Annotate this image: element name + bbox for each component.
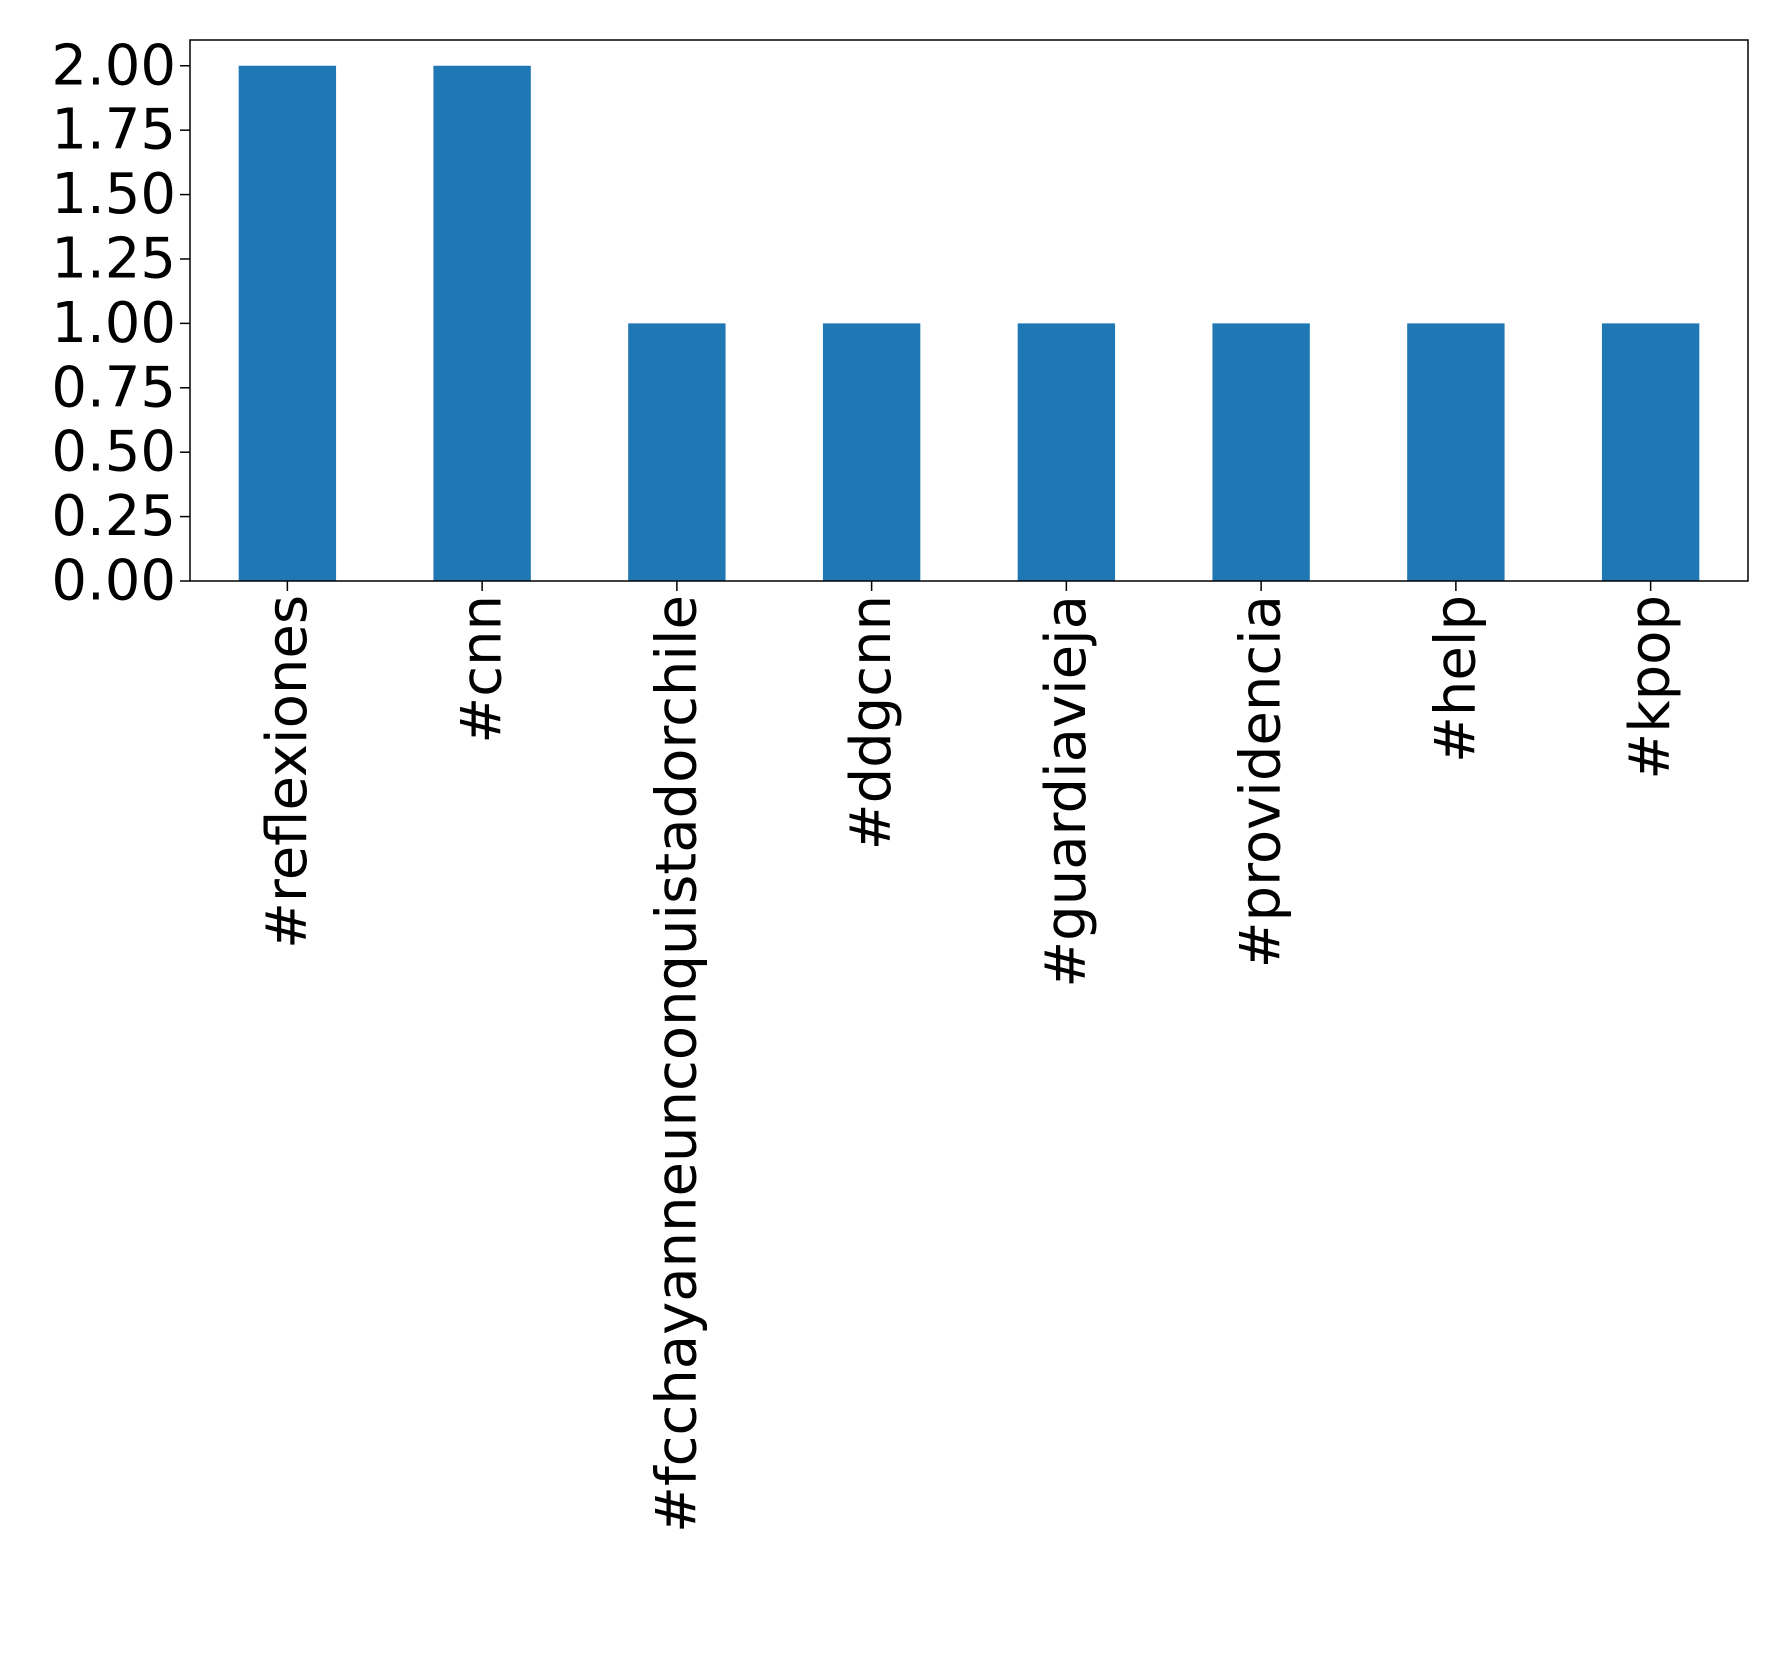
bar-ddgcnn bbox=[822, 323, 921, 581]
x-tick-label: #guardiavieja bbox=[1034, 595, 1099, 988]
x-axis: #reflexiones #cnn #fcchayanneunconquistado… bbox=[255, 581, 1683, 1533]
y-tick-label: 1.50 bbox=[51, 162, 176, 227]
bars-layer bbox=[238, 65, 1700, 581]
y-tick-label: 1.00 bbox=[51, 291, 176, 356]
bar-fcchayanneunconquistadorchile bbox=[628, 323, 726, 581]
y-axis: 0.000.250.500.751.001.251.501.752.00 bbox=[51, 33, 190, 614]
bar-cnn bbox=[433, 65, 531, 581]
y-tick-label: 0.00 bbox=[51, 549, 176, 614]
x-tick-label: #cnn bbox=[450, 595, 515, 744]
y-tick-label: 0.50 bbox=[51, 420, 176, 485]
x-tick-label: #help bbox=[1423, 595, 1488, 763]
x-tick-label: #kpop bbox=[1618, 595, 1683, 780]
bar-help bbox=[1407, 323, 1505, 581]
y-tick-label: 0.25 bbox=[51, 484, 176, 549]
bar-guardiavieja bbox=[1017, 323, 1116, 581]
plot-frame bbox=[189, 39, 1749, 582]
x-tick-label: #ddgcnn bbox=[839, 595, 904, 850]
y-tick-label: 1.75 bbox=[51, 98, 176, 163]
bar-kpop bbox=[1601, 323, 1700, 581]
bar-providencia bbox=[1212, 323, 1310, 581]
y-tick-label: 0.75 bbox=[51, 355, 176, 420]
bar-reflexiones bbox=[238, 65, 337, 581]
x-tick-label: #reflexiones bbox=[255, 595, 320, 949]
x-tick-label: #providencia bbox=[1229, 595, 1294, 968]
x-tick-label: #fcchayanneunconquistadorchile bbox=[644, 595, 709, 1533]
y-tick-label: 2.00 bbox=[51, 33, 176, 98]
y-tick-label: 1.25 bbox=[51, 226, 176, 291]
